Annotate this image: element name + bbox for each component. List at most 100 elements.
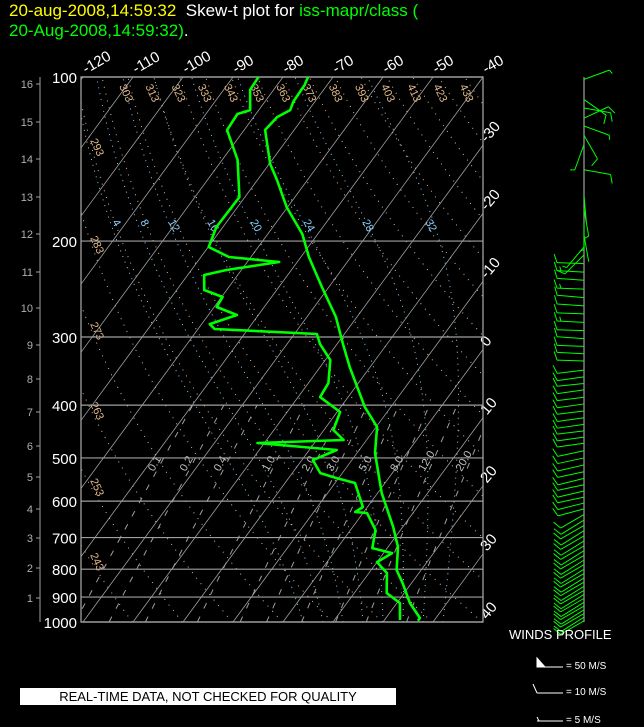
height-tick-label: 12: [21, 229, 33, 241]
isotherm-line: [81, 77, 384, 490]
dry-adiabat-line: [179, 77, 483, 539]
mixing-ratio-label: 1.0: [260, 454, 278, 473]
wind-barb: [553, 585, 585, 602]
dry-adiabat-label: 363: [273, 82, 292, 104]
pressure-tick-label: 100: [52, 70, 77, 87]
wind-barb: [553, 514, 585, 529]
isotherm-line: [482, 621, 483, 622]
height-tick-label: 14: [21, 154, 33, 166]
dry-adiabat-line: [81, 388, 233, 622]
barb-50-icon: [536, 656, 563, 668]
plot-title: 20-aug-2008,14:59:32 Skew-t plot for iss…: [9, 1, 418, 41]
dry-adiabat-label: 303: [116, 82, 135, 104]
isotherm-line: [282, 348, 483, 622]
isotherm-label-top: -100: [180, 48, 215, 78]
mixing-ratio-label: 12.0: [417, 449, 438, 474]
isotherm-line: [132, 144, 483, 622]
pressure-tick-label: 700: [52, 531, 77, 548]
wind-barb: [552, 508, 585, 517]
wind-barb: [552, 489, 585, 498]
wind-barb: [553, 589, 585, 605]
mixing-ratio-line: [335, 404, 431, 622]
dry-adiabat-label: 423: [431, 82, 450, 104]
wind-barb: [562, 246, 585, 269]
moist-adiabat-line: [153, 77, 364, 622]
height-tick-label: 5: [27, 472, 33, 484]
barb-5-icon: [536, 716, 563, 722]
mixing-ratio-label: 3.0: [324, 454, 342, 473]
isotherm-line: [81, 77, 234, 285]
wind-barb: [553, 540, 585, 556]
mixing-ratio-label: 0.1: [146, 454, 164, 473]
dry-adiabat-label: 283: [87, 234, 106, 256]
wind-barb: [554, 269, 585, 281]
wind-barb: [553, 336, 585, 347]
pressure-tick-label: 1000: [44, 615, 77, 632]
quality-disclaimer: REAL-TIME DATA, NOT CHECKED FOR QUALITY: [20, 688, 396, 705]
axes: [36, 76, 483, 623]
isotherm-line: [81, 77, 334, 422]
dry-adiabat-line: [282, 77, 483, 376]
moist-adiabat-label: 12: [165, 218, 182, 235]
height-tick-label: 13: [21, 192, 33, 204]
mixing-ratio-label: 20.0: [454, 449, 475, 474]
wind-barb: [552, 463, 585, 472]
wind-barb: [583, 169, 613, 184]
wind-barb: [553, 519, 585, 535]
wind-barb: [552, 392, 585, 402]
wind-barb: [553, 535, 585, 550]
dry-adiabat-line: [308, 77, 483, 337]
wind-barb: [552, 425, 585, 435]
isotherm-line: [332, 416, 483, 622]
wind-barb: [553, 601, 585, 617]
wind-barb: [553, 343, 585, 355]
wind-barb: [553, 304, 585, 315]
wind-barb: [552, 399, 585, 409]
isotherm-label-right: -10: [477, 254, 504, 282]
wind-barb: [554, 327, 585, 340]
moist-adiabat-label: 20: [247, 218, 264, 235]
wind-barb: [552, 455, 585, 465]
title-datetime-2: 20-Aug-2008,14:59:32): [9, 21, 184, 40]
isotherm-line: [382, 485, 483, 622]
wind-barb: [552, 501, 585, 511]
wind-barb: [552, 372, 585, 382]
dry-adiabat-label: 393: [352, 82, 371, 104]
dry-adiabat-label: 403: [378, 82, 397, 104]
dry-adiabat-label: 273: [87, 320, 106, 342]
height-tick-label: 15: [21, 117, 33, 129]
moist-adiabat-line: [122, 77, 344, 622]
dry-adiabat-line: [386, 77, 483, 221]
wind-barb: [552, 438, 585, 448]
moist-adiabat-line: [96, 77, 324, 622]
height-tick-label: 3: [27, 533, 33, 545]
title-datetime: 20-aug-2008,14:59:32: [9, 1, 177, 20]
grid-labels: 1002003004005006007008009001000243253263…: [21, 48, 507, 632]
dry-adiabat-label: 313: [142, 82, 161, 104]
wind-barb: [554, 286, 585, 299]
wind-barb: [553, 620, 585, 635]
wind-barb: [583, 107, 613, 122]
dry-adiabat-line: [438, 77, 483, 144]
dry-adiabat-line: [205, 77, 483, 497]
wind-barb: [553, 279, 585, 290]
wind-barb: [553, 564, 585, 579]
wind-barb: [553, 530, 585, 546]
dry-adiabat-label: 343: [221, 82, 240, 104]
mixing-ratio-line: [365, 404, 458, 622]
height-tick-label: 11: [22, 267, 33, 279]
isotherm-label-right: 10: [477, 395, 501, 419]
wind-barb: [583, 106, 616, 119]
wind-barb: [553, 597, 585, 613]
dry-adiabat-label: 333: [195, 82, 214, 104]
wind-barb: [552, 432, 585, 442]
wind-barb: [553, 559, 585, 575]
pressure-tick-label: 200: [52, 234, 77, 251]
moist-adiabat-label: 28: [359, 218, 376, 235]
height-tick-label: 6: [27, 441, 33, 453]
dry-adiabat-line: [256, 77, 483, 416]
wind-barb: [552, 377, 585, 387]
wind-barb: [553, 577, 585, 593]
dewpoint-profile: [202, 77, 402, 621]
